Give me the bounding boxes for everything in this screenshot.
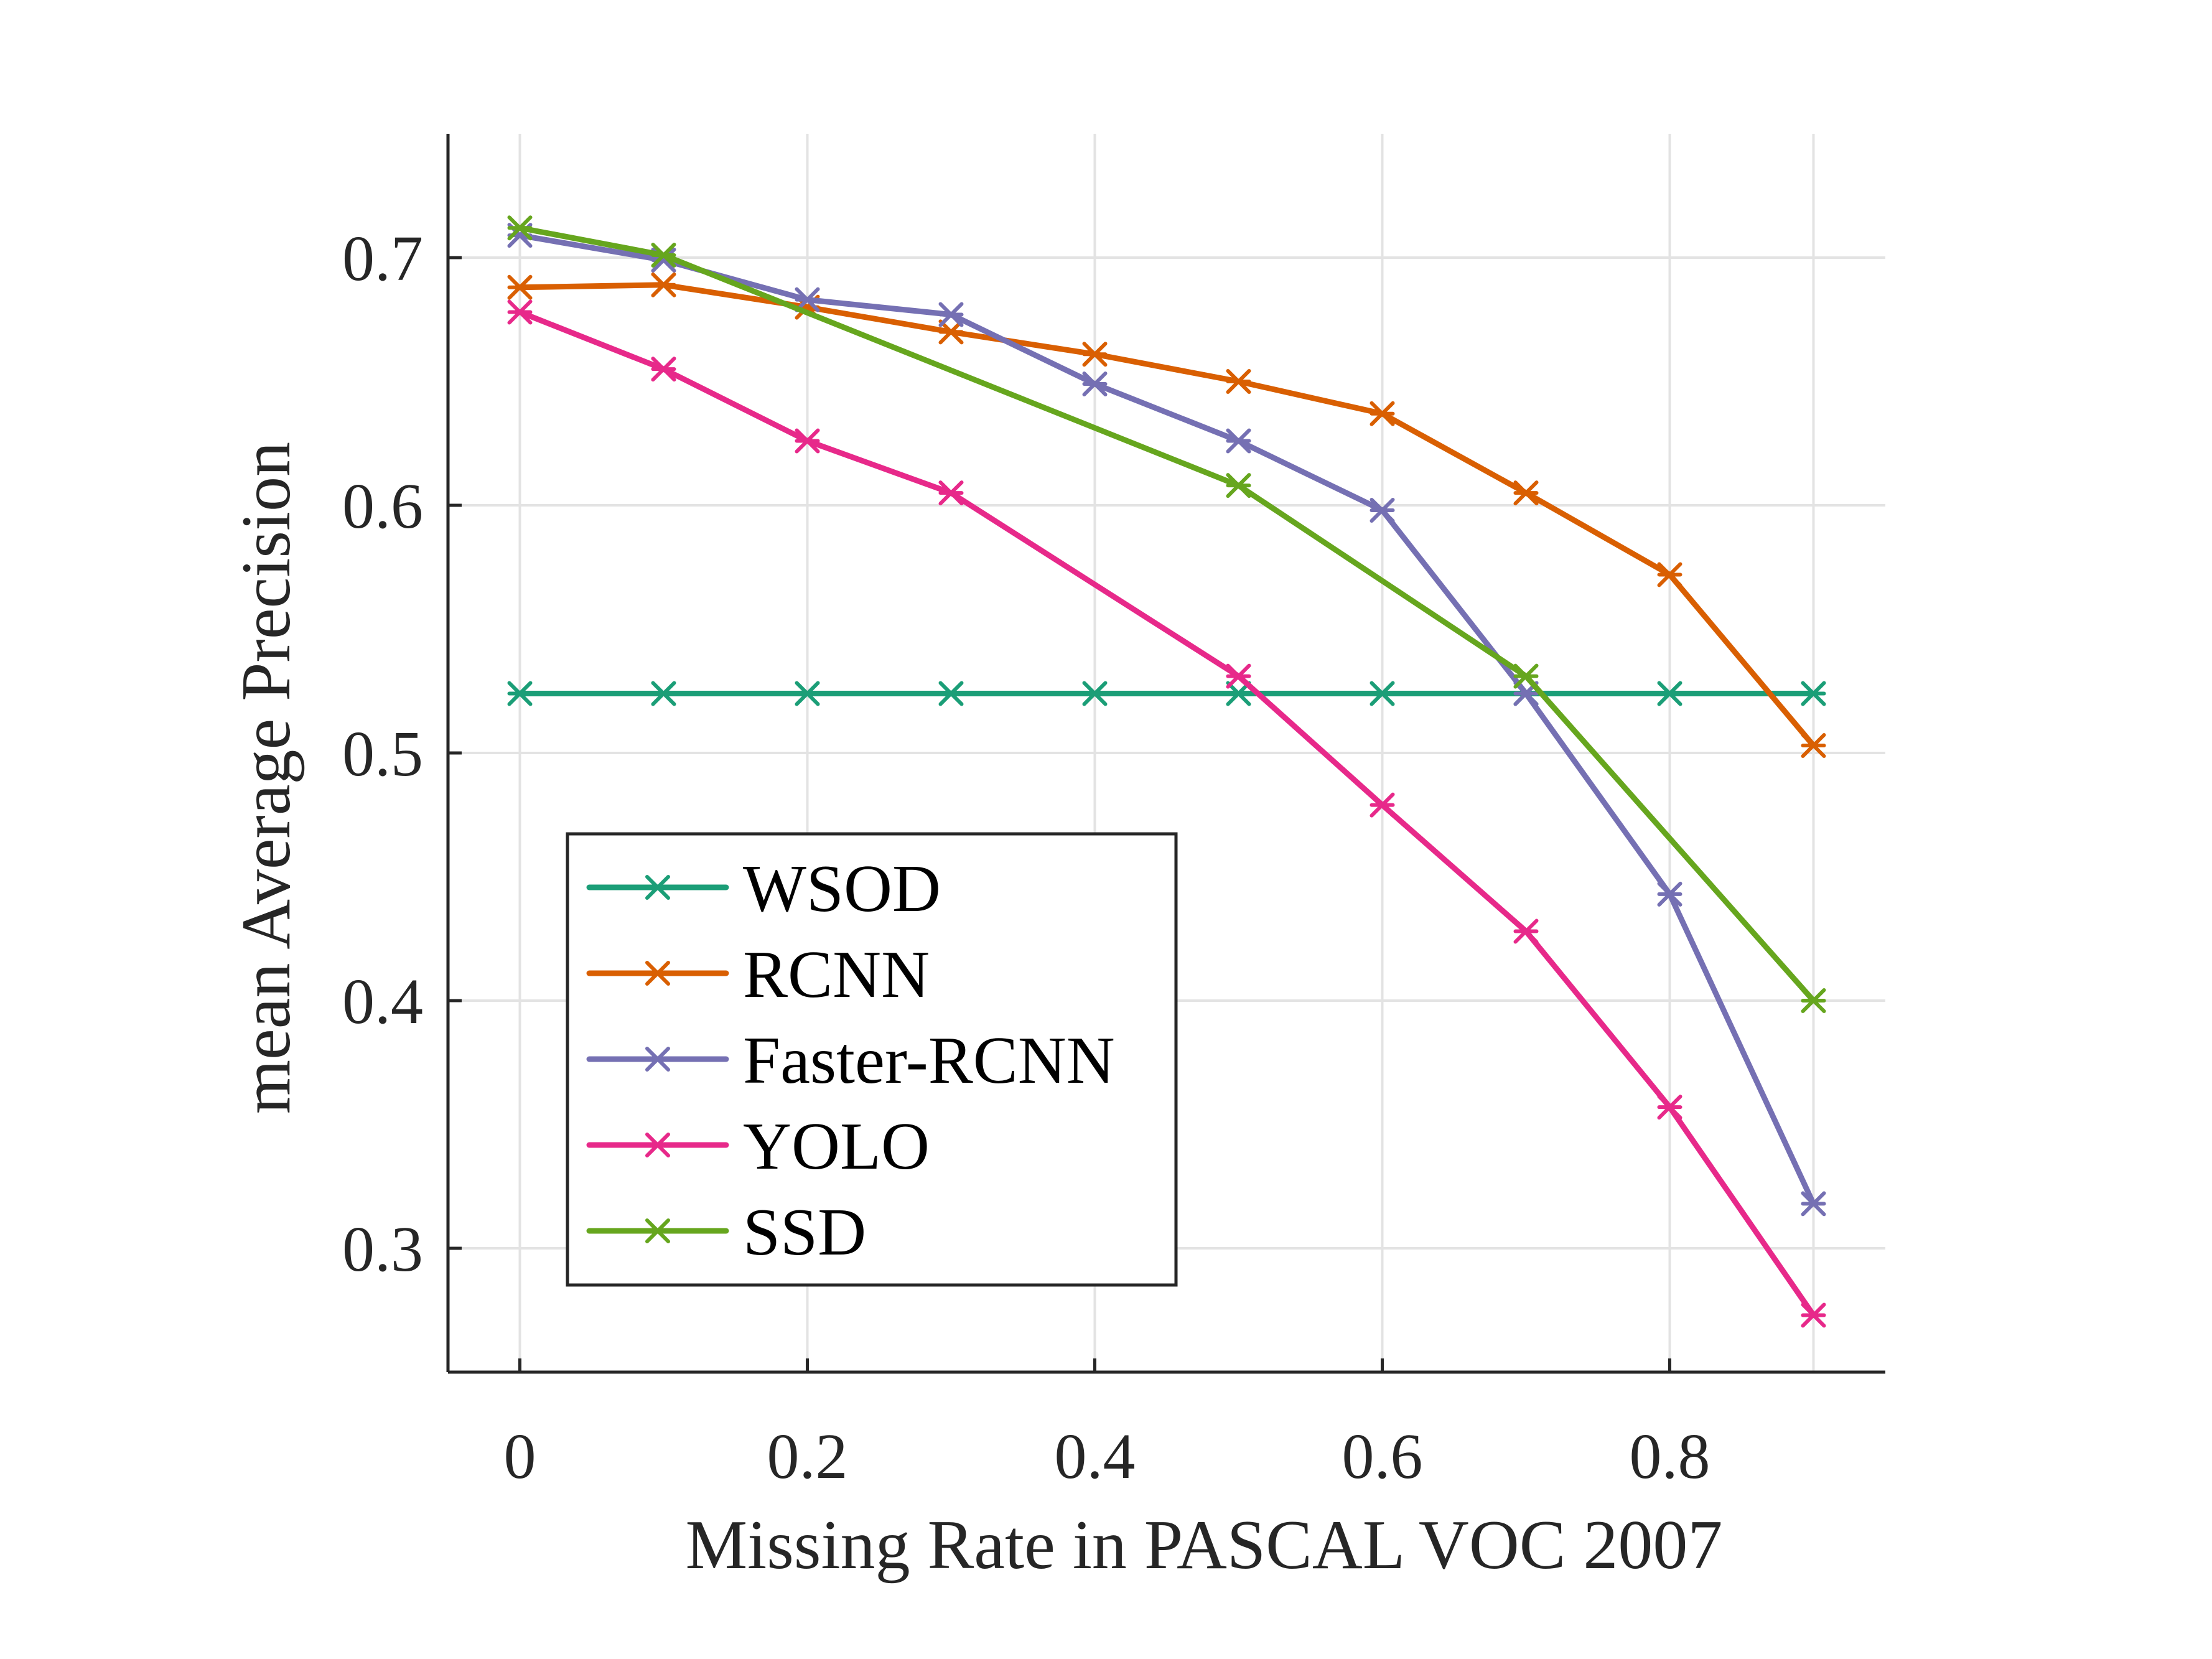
data-point-wsod [1801,681,1826,706]
data-point-wsod [507,681,533,706]
data-point-faster-rcnn [1801,1191,1826,1217]
data-point-ssd [1801,988,1826,1013]
data-point-ssd [651,243,676,268]
data-point-yolo [1370,792,1395,818]
x-tick-label: 0.2 [767,1421,848,1492]
series-ssd [507,215,1826,1013]
x-axis-label: Missing Rate in PASCAL VOC 2007 [686,1507,1723,1584]
x-tick-label: 0.6 [1342,1421,1423,1492]
x-tick-label: 0.8 [1630,1421,1710,1492]
legend-marker-rcnn [645,961,670,986]
data-point-rcnn [507,274,533,300]
tick-labels: 0 0.2 0.4 0.6 0.8 0.3 0.4 0.5 0.6 0.7 [342,223,1710,1492]
data-point-yolo [938,480,964,506]
data-point-wsod [1082,681,1108,706]
data-point-yolo [795,428,820,454]
data-point-rcnn [1082,342,1108,367]
legend-item-faster-rcnn: Faster-RCNN [586,1024,1115,1098]
data-point-rcnn [938,319,964,345]
legend-label-ssd: SSD [743,1195,866,1269]
legend-item-wsod: WSOD [586,852,941,926]
data-point-ssd [1226,473,1251,498]
x-tick-label: 0 [504,1421,536,1492]
legend-item-rcnn: RCNN [586,938,930,1012]
data-point-wsod [1226,681,1251,706]
data-point-wsod [795,681,820,706]
series-line-rcnn [517,282,1816,749]
legend-marker-faster-rcnn [645,1047,670,1072]
legend: WSOD RCNN Faster-RCNN YOLO SSD [566,832,1178,1287]
data-point-faster-rcnn [795,287,820,312]
legend-label-faster-rcnn: Faster-RCNN [743,1024,1115,1098]
legend-label-wsod: WSOD [743,852,941,926]
y-tick-label: 0.5 [342,718,423,790]
data-point-yolo [1513,918,1539,944]
y-tick-label: 0.4 [342,966,423,1037]
x-tick-label: 0.4 [1055,1421,1136,1492]
y-tick-label: 0.6 [342,470,423,542]
legend-marker-yolo [645,1133,670,1157]
data-point-yolo [1801,1302,1826,1328]
y-axis-label: mean Average Precision [228,442,305,1114]
data-point-yolo [651,357,676,382]
legend-label-yolo: YOLO [743,1110,930,1184]
data-point-rcnn [1370,401,1395,426]
legend-marker-ssd [645,1218,670,1243]
series-line-faster-rcnn [517,232,1816,1207]
data-point-rcnn [1226,369,1251,394]
data-point-faster-rcnn [1370,497,1395,523]
data-point-wsod [938,681,964,706]
axes [446,134,1885,1374]
legend-marker-wsod [645,875,670,900]
y-tick-label: 0.3 [342,1213,423,1285]
data-point-wsod [1370,681,1395,706]
legend-item-yolo: YOLO [586,1110,930,1184]
legend-label-rcnn: RCNN [743,938,930,1012]
data-point-yolo [507,299,533,325]
data-point-faster-rcnn [938,302,964,327]
data-point-yolo [1226,663,1251,689]
data-point-rcnn [1513,480,1539,506]
series-lines [507,215,1826,1328]
y-tick-label: 0.7 [342,223,423,294]
data-point-faster-rcnn [1657,881,1682,907]
legend-item-ssd: SSD [586,1195,866,1269]
data-point-faster-rcnn [1226,428,1251,454]
data-point-yolo [1657,1095,1682,1120]
data-point-faster-rcnn [1082,371,1108,396]
data-point-rcnn [651,272,676,297]
data-point-ssd [1513,663,1539,689]
data-point-wsod [651,681,676,706]
series-yolo [507,299,1826,1328]
data-point-wsod [1657,681,1682,706]
data-point-rcnn [1801,733,1826,759]
data-point-ssd [507,215,533,241]
data-point-rcnn [1657,562,1682,587]
